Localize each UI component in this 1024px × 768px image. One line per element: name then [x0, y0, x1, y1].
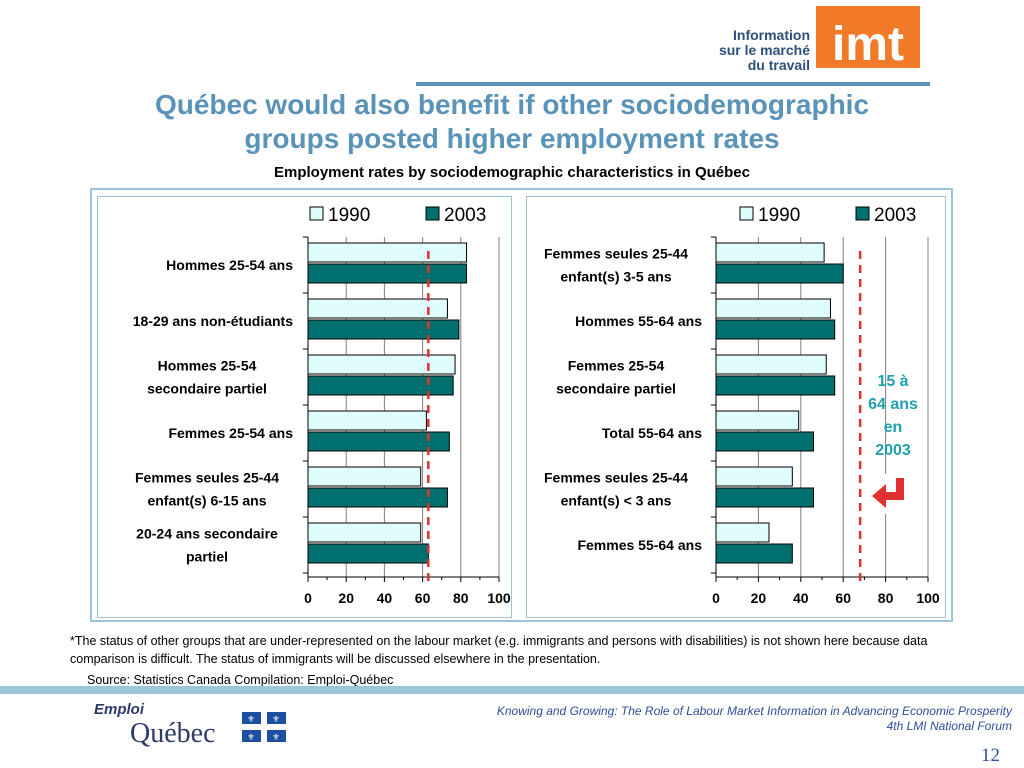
- right-bar-2003-0: [715, 263, 844, 284]
- right-legend-label-2003: 2003: [874, 205, 916, 226]
- right-bar-2003-1: [715, 319, 836, 340]
- right-category-label: Total 55-64 ans: [602, 425, 702, 441]
- right-bar-1990-4: [715, 466, 793, 487]
- slide-title: Québec would also benefit if other socio…: [60, 88, 964, 156]
- left-x-tick-label: 100: [487, 590, 511, 606]
- right-bar-1990-1: [715, 298, 831, 319]
- fleurdelise-flag-icon: ⚜ ⚜ ⚜ ⚜: [242, 712, 286, 743]
- right-x-tick-label: 0: [712, 590, 720, 606]
- left-bar-2003-2: [307, 375, 454, 396]
- left-bar-1990-2: [307, 354, 456, 375]
- right-category-label: enfant(s) 3-5 ans: [560, 269, 671, 285]
- left-category-label: Femmes seules 25-44: [135, 470, 279, 486]
- right-bar-1990-3: [715, 410, 800, 431]
- right-category-label: enfant(s) < 3 ans: [561, 493, 672, 509]
- left-category-label: 18-29 ans non-étudiants: [133, 313, 293, 329]
- svg-text:⚜: ⚜: [247, 733, 255, 743]
- title-rule: [416, 82, 930, 86]
- note-line-1: 15 à: [877, 373, 909, 390]
- left-legend-swatch-1990: [309, 206, 324, 221]
- logo-quebec-text: Québec: [130, 718, 216, 749]
- left-bar-1990-1: [307, 298, 448, 319]
- right-x-tick-label: 20: [751, 590, 767, 606]
- left-category-label: partiel: [186, 549, 228, 565]
- left-bar-1990-0: [307, 242, 468, 263]
- footnote: *The status of other groups that are und…: [70, 634, 928, 666]
- right-bar-1990-0: [715, 242, 825, 263]
- right-x-tick-label: 100: [916, 590, 940, 606]
- left-bar-2003-1: [307, 319, 460, 340]
- logo-line-1: Information: [733, 27, 810, 43]
- chart-subtitle: Employment rates by sociodemographic cha…: [274, 164, 750, 181]
- right-bar-1990-2: [715, 354, 827, 375]
- left-bar-2003-3: [307, 431, 450, 452]
- left-category-label: Femmes 25-54 ans: [168, 425, 293, 441]
- left-x-tick-label: 20: [338, 590, 354, 606]
- logo-line-3: du travail: [748, 57, 810, 73]
- left-chart-panel: [97, 196, 512, 618]
- note-line-3: en: [883, 419, 903, 436]
- logo-line-2: sur le marché: [719, 42, 810, 58]
- right-x-tick-label: 60: [835, 590, 851, 606]
- note-line-4: 2003: [875, 442, 911, 459]
- right-category-label: Femmes seules 25-44: [544, 470, 688, 486]
- page-number: 12: [981, 745, 1000, 766]
- left-category-label: enfant(s) 6-15 ans: [147, 493, 266, 509]
- left-legend-swatch-2003: [425, 206, 440, 221]
- left-category-label: Hommes 25-54: [158, 358, 257, 374]
- left-bar-1990-4: [307, 466, 422, 487]
- right-bar-2003-2: [715, 375, 836, 396]
- left-bar-2003-5: [307, 543, 429, 564]
- source-line: Source: Statistics Canada Compilation: E…: [87, 673, 394, 687]
- svg-text:⚜: ⚜: [272, 733, 280, 743]
- logo-mark: imt: [832, 18, 904, 71]
- age-range-note: 15 à 64 ans en 2003: [856, 370, 930, 462]
- left-x-tick-label: 60: [415, 590, 431, 606]
- charts-frame: [90, 188, 953, 622]
- logo-emploi-text: Emploi: [94, 701, 145, 718]
- right-x-tick-label: 40: [793, 590, 809, 606]
- return-arrow-icon: [868, 474, 908, 514]
- left-bar-2003-4: [307, 487, 448, 508]
- note-line-2: 64 ans: [868, 396, 918, 413]
- right-chart-panel: [526, 196, 946, 618]
- left-bar-2003-0: [307, 263, 468, 284]
- right-legend-swatch-2003: [855, 206, 870, 221]
- footer-line-2: 4th LMI National Forum: [886, 719, 1012, 733]
- left-x-tick-label: 80: [453, 590, 469, 606]
- svg-text:⚜: ⚜: [272, 715, 280, 725]
- right-bar-1990-5: [715, 522, 770, 543]
- right-bar-2003-3: [715, 431, 815, 452]
- right-category-label: Femmes seules 25-44: [544, 246, 688, 262]
- right-category-label: Hommes 55-64 ans: [575, 313, 702, 329]
- imt-logo: Information sur le marché du travail imt: [719, 6, 920, 73]
- footer-line-1: Knowing and Growing: The Role of Labour …: [496, 704, 1012, 718]
- right-category-label: Femmes 55-64 ans: [577, 537, 702, 553]
- svg-text:⚜: ⚜: [247, 715, 255, 725]
- left-x-tick-label: 40: [377, 590, 393, 606]
- emploi-quebec-logo: Emploi Québec ⚜ ⚜ ⚜ ⚜: [94, 701, 286, 749]
- title-line-2: groups posted higher employment rates: [244, 123, 780, 154]
- footer-text: Knowing and Growing: The Role of Labour …: [497, 704, 1012, 734]
- right-bar-2003-4: [715, 487, 815, 508]
- right-bar-2003-5: [715, 543, 793, 564]
- left-x-tick-label: 0: [304, 590, 312, 606]
- left-category-label: 20-24 ans secondaire: [136, 526, 278, 542]
- right-legend-swatch-1990: [739, 206, 754, 221]
- left-category-label: secondaire partiel: [147, 381, 267, 397]
- left-bar-1990-3: [307, 410, 427, 431]
- left-legend-label-2003: 2003: [444, 205, 486, 226]
- right-category-label: secondaire partiel: [556, 381, 676, 397]
- left-bar-1990-5: [307, 522, 422, 543]
- footer-band: [0, 686, 1024, 694]
- left-category-label: Hommes 25-54 ans: [166, 257, 293, 273]
- logo-orange-block: [816, 6, 920, 68]
- title-line-1: Québec would also benefit if other socio…: [154, 89, 870, 120]
- right-legend-label-1990: 1990: [758, 205, 800, 226]
- right-category-label: Femmes 25-54: [568, 358, 665, 374]
- left-legend-label-1990: 1990: [328, 205, 370, 226]
- right-x-tick-label: 80: [878, 590, 894, 606]
